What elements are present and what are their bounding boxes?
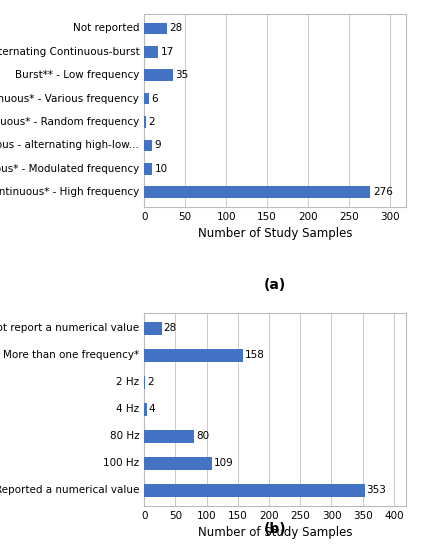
Bar — [144, 93, 149, 104]
Text: 158: 158 — [245, 350, 264, 360]
Text: 4: 4 — [149, 404, 155, 415]
Text: (a): (a) — [264, 278, 286, 292]
Text: 10: 10 — [155, 164, 168, 174]
Text: 17: 17 — [161, 47, 174, 57]
Bar — [144, 140, 152, 151]
X-axis label: Number of Study Samples: Number of Study Samples — [198, 227, 353, 240]
Bar — [144, 116, 146, 128]
Text: 6: 6 — [152, 94, 158, 103]
Text: 276: 276 — [373, 187, 393, 197]
Bar — [144, 484, 364, 497]
Bar — [144, 456, 212, 470]
Bar — [144, 46, 158, 58]
Text: 28: 28 — [170, 23, 183, 34]
Text: 80: 80 — [196, 432, 209, 442]
Bar — [144, 376, 146, 389]
X-axis label: Number of Study Samples: Number of Study Samples — [198, 526, 353, 540]
Text: 28: 28 — [163, 323, 177, 333]
Bar — [144, 322, 162, 336]
Text: 353: 353 — [367, 486, 386, 496]
Text: 2: 2 — [148, 117, 155, 127]
Bar — [144, 186, 371, 198]
Text: 35: 35 — [175, 70, 189, 80]
Text: 2: 2 — [147, 377, 154, 388]
Text: 109: 109 — [214, 459, 234, 469]
Bar — [144, 69, 173, 81]
Bar — [144, 403, 147, 416]
Text: 9: 9 — [154, 140, 161, 150]
Bar — [144, 163, 153, 174]
Bar — [144, 23, 167, 34]
Bar — [144, 430, 194, 443]
Bar — [144, 349, 243, 362]
Text: (b): (b) — [264, 522, 287, 536]
